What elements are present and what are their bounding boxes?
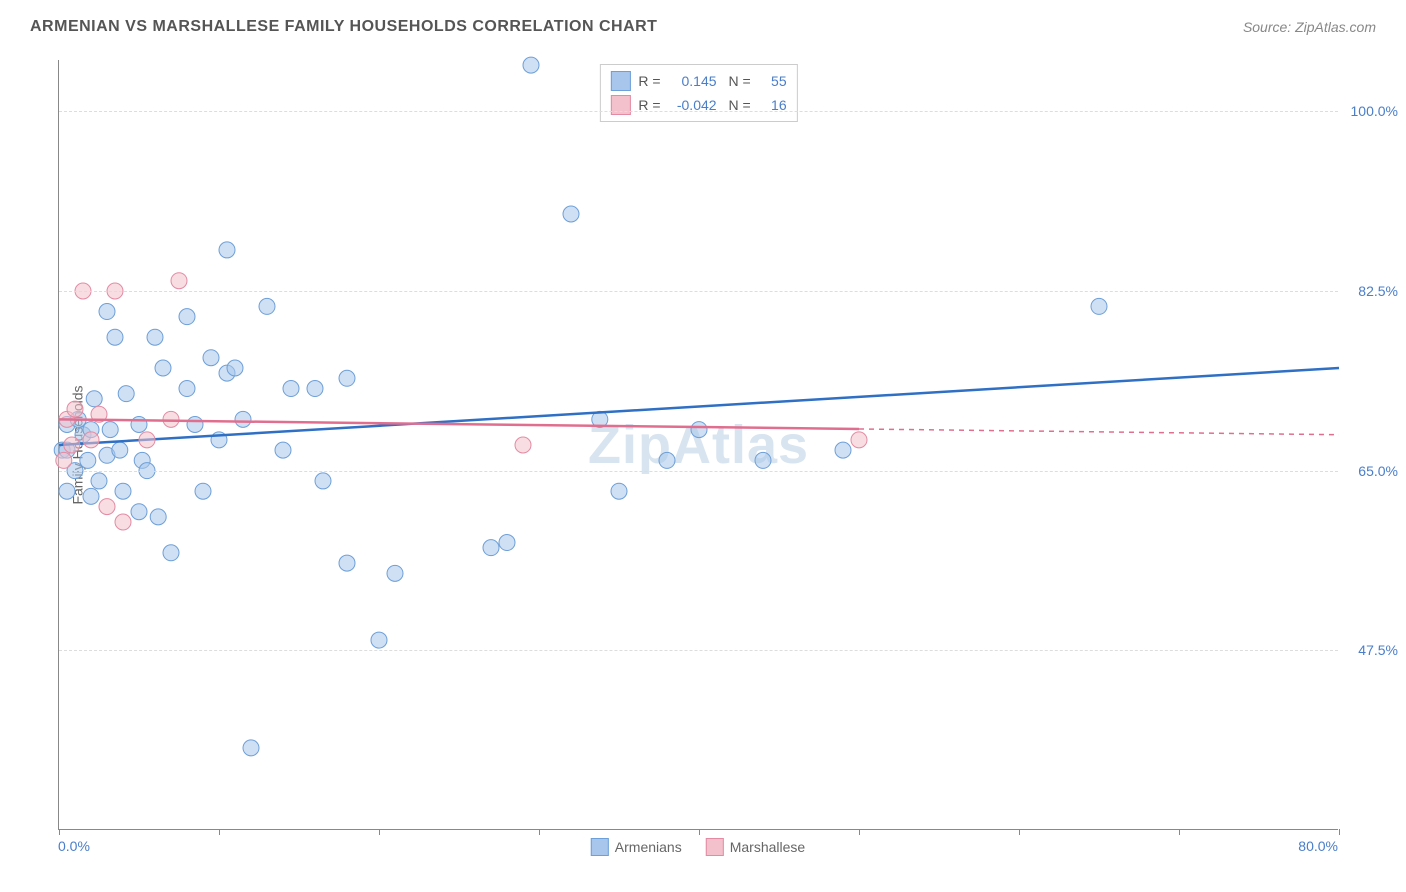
data-point (83, 432, 99, 448)
chart-source: Source: ZipAtlas.com (1243, 19, 1376, 35)
scatter-svg (59, 60, 1338, 829)
data-point (99, 304, 115, 320)
data-point (371, 632, 387, 648)
legend-item: Marshallese (706, 838, 805, 856)
gridline-h (59, 650, 1338, 651)
data-point (195, 483, 211, 499)
xtick (1019, 829, 1020, 835)
trend-line-dashed (859, 429, 1339, 435)
data-point (339, 370, 355, 386)
data-point (99, 499, 115, 515)
legend-label: Marshallese (730, 839, 805, 855)
data-point (307, 381, 323, 397)
data-point (59, 483, 75, 499)
xtick (379, 829, 380, 835)
data-point (515, 437, 531, 453)
legend-swatch (706, 838, 724, 856)
data-point (275, 442, 291, 458)
stats-legend-row: R =-0.042 N =16 (610, 93, 786, 117)
data-point (112, 442, 128, 458)
xtick (859, 829, 860, 835)
data-point (339, 555, 355, 571)
data-point (91, 473, 107, 489)
xtick (59, 829, 60, 835)
n-label: N = (725, 73, 751, 89)
chart-container: Family Households ZipAtlas R =0.145 N =5… (48, 60, 1368, 830)
data-point (171, 273, 187, 289)
data-point (691, 422, 707, 438)
stats-legend: R = 0.145 N = 55 R =-0.042 N =16 (599, 64, 797, 122)
data-point (163, 545, 179, 561)
data-point (219, 242, 235, 258)
chart-title: ARMENIAN VS MARSHALLESE FAMILY HOUSEHOLD… (30, 18, 657, 36)
data-point (259, 298, 275, 314)
data-point (155, 360, 171, 376)
data-point (115, 483, 131, 499)
data-point (150, 509, 166, 525)
data-point (283, 381, 299, 397)
data-point (483, 540, 499, 556)
data-point (56, 452, 72, 468)
data-point (147, 329, 163, 345)
data-point (187, 416, 203, 432)
legend-swatch (610, 71, 630, 91)
data-point (755, 452, 771, 468)
data-point (115, 514, 131, 530)
legend-swatch (591, 838, 609, 856)
data-point (86, 391, 102, 407)
data-point (131, 504, 147, 520)
data-point (139, 432, 155, 448)
plot-area: ZipAtlas R =0.145 N =55R =-0.042 N =16 4… (58, 60, 1338, 830)
xtick (1339, 829, 1340, 835)
n-value: 55 (759, 73, 787, 89)
xtick (219, 829, 220, 835)
data-point (102, 422, 118, 438)
data-point (523, 57, 539, 73)
data-point (179, 309, 195, 325)
chart-header: ARMENIAN VS MARSHALLESE FAMILY HOUSEHOLD… (0, 0, 1406, 46)
data-point (163, 411, 179, 427)
ytick-label: 47.5% (1343, 642, 1398, 658)
xtick (1179, 829, 1180, 835)
series-legend: Armenians Marshallese (591, 838, 805, 856)
data-point (315, 473, 331, 489)
data-point (179, 381, 195, 397)
data-point (203, 350, 219, 366)
data-point (227, 360, 243, 376)
stats-legend-row: R = 0.145 N = 55 (610, 69, 786, 93)
data-point (83, 488, 99, 504)
x-axis-labels: 0.0% Armenians Marshallese 80.0% (58, 838, 1338, 858)
ytick-label: 82.5% (1343, 283, 1398, 299)
gridline-h (59, 291, 1338, 292)
xtick (539, 829, 540, 835)
gridline-h (59, 111, 1338, 112)
data-point (118, 386, 134, 402)
data-point (80, 452, 96, 468)
data-point (851, 432, 867, 448)
data-point (67, 401, 83, 417)
xtick (699, 829, 700, 835)
data-point (64, 437, 80, 453)
data-point (499, 535, 515, 551)
legend-label: Armenians (615, 839, 682, 855)
data-point (563, 206, 579, 222)
data-point (611, 483, 627, 499)
x-min-label: 0.0% (58, 838, 90, 854)
data-point (387, 565, 403, 581)
data-point (131, 416, 147, 432)
x-max-label: 80.0% (1298, 838, 1338, 854)
data-point (235, 411, 251, 427)
data-point (107, 329, 123, 345)
r-label: R = (638, 73, 660, 89)
legend-item: Armenians (591, 838, 682, 856)
gridline-h (59, 471, 1338, 472)
data-point (1091, 298, 1107, 314)
r-value: 0.145 (669, 73, 717, 89)
ytick-label: 100.0% (1343, 103, 1398, 119)
data-point (243, 740, 259, 756)
data-point (659, 452, 675, 468)
data-point (835, 442, 851, 458)
ytick-label: 65.0% (1343, 463, 1398, 479)
